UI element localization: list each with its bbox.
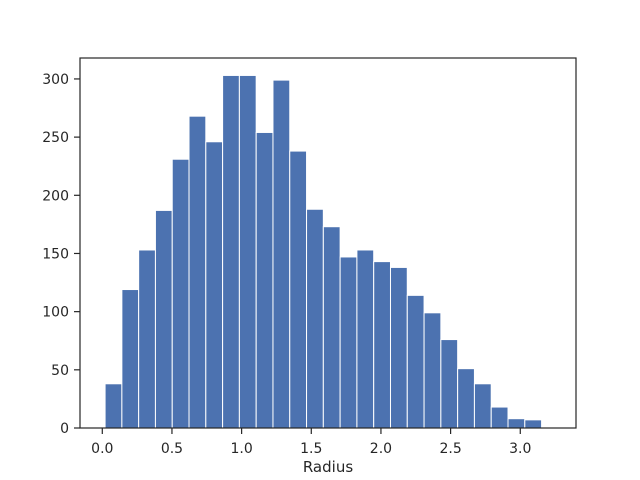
x-tick-label: 2.5	[439, 441, 461, 457]
histogram-bar	[222, 74, 240, 429]
histogram-bar	[238, 74, 257, 429]
x-tick-label: 0.0	[91, 441, 113, 457]
y-axis-ticks: 0 50 100 150 200 250 300	[42, 72, 80, 437]
histogram-bar	[188, 115, 207, 429]
histogram-bar	[104, 383, 123, 429]
bars-group	[104, 74, 543, 429]
histogram-bar	[205, 141, 224, 429]
y-tick-label: 250	[42, 130, 69, 146]
histogram-bar	[490, 406, 509, 429]
histogram-bar	[507, 418, 526, 429]
histogram-bar	[138, 249, 156, 429]
x-tick-label: 1.0	[230, 441, 252, 457]
histogram-bar	[524, 419, 543, 429]
histogram-bar	[389, 266, 408, 429]
x-axis-ticks: 0.0 0.5 1.0 1.5 2.0 2.5 3.0	[91, 428, 531, 457]
histogram-bar	[171, 158, 190, 429]
histogram-bar	[423, 312, 442, 429]
y-tick-label: 200	[42, 188, 69, 204]
y-tick-label: 0	[60, 421, 69, 437]
histogram-bar	[289, 150, 308, 429]
histogram-bar	[306, 208, 324, 429]
y-tick-label: 100	[42, 305, 69, 321]
histogram-bar	[373, 261, 391, 429]
histogram-bar	[121, 289, 140, 429]
histogram-bar	[339, 256, 358, 429]
x-axis-label: Radius	[303, 458, 353, 476]
histogram-bar	[322, 226, 341, 429]
histogram-bar	[473, 383, 492, 429]
histogram-bar	[154, 209, 173, 429]
x-tick-label: 3.0	[509, 441, 531, 457]
histogram-bar	[457, 368, 475, 429]
y-tick-label: 50	[51, 363, 69, 379]
histogram-bar	[440, 339, 459, 429]
histogram-bar	[356, 249, 375, 429]
x-tick-label: 2.0	[370, 441, 392, 457]
y-tick-label: 150	[42, 246, 69, 262]
x-tick-label: 0.5	[161, 441, 183, 457]
x-tick-label: 1.5	[300, 441, 322, 457]
histogram-bar	[406, 294, 425, 429]
histogram-bar	[255, 131, 274, 429]
histogram-bar	[272, 79, 291, 429]
y-tick-label: 300	[42, 72, 69, 88]
plot-frame	[79, 57, 577, 429]
